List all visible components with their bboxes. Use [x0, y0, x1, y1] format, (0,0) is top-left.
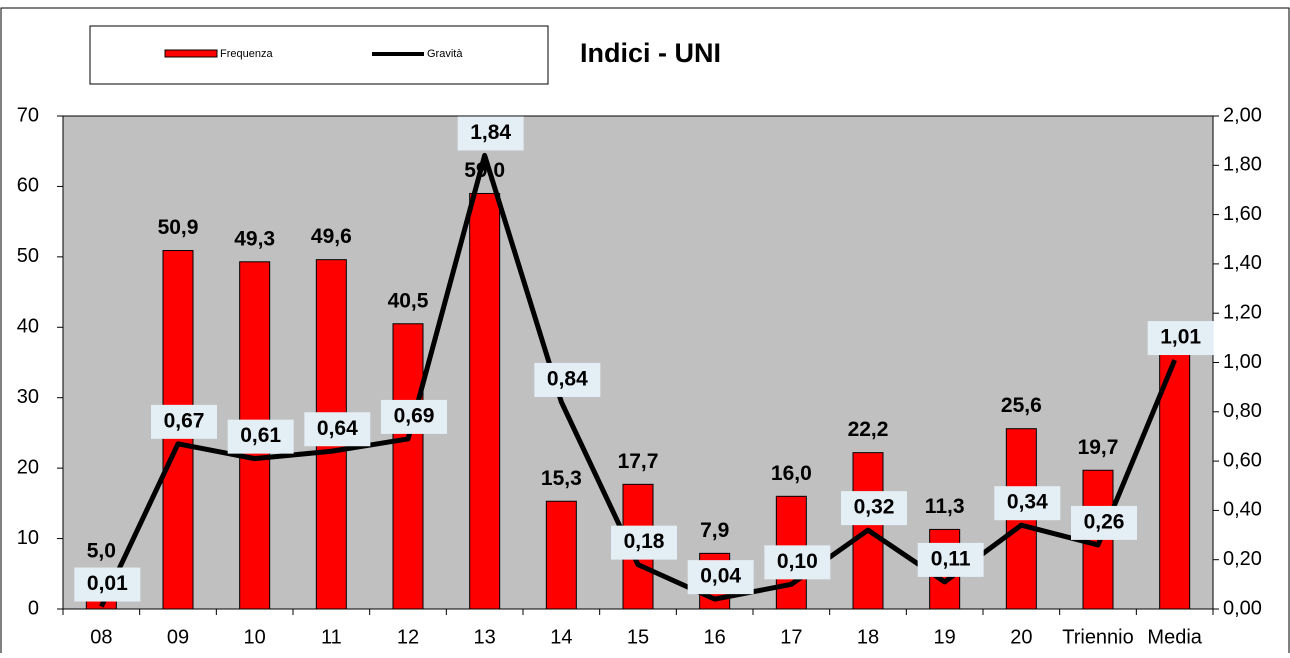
y2-tick-label: 1,20	[1223, 301, 1262, 323]
line-value-label: 0,10	[777, 550, 818, 573]
bar-value-label: 50,9	[158, 216, 199, 239]
line-label-bg	[917, 542, 984, 577]
legend-label: Gravità	[427, 48, 463, 60]
y2-tick-label: 0,60	[1223, 449, 1262, 471]
x-tick-label: 10	[244, 626, 266, 648]
line-value-label: 0,84	[547, 367, 588, 390]
line-label-bg	[151, 404, 217, 439]
line-label-bg	[74, 567, 141, 602]
y-tick-label: 0	[28, 597, 39, 619]
line-value-label: 1,84	[470, 121, 511, 144]
line-value-label: 0,34	[1007, 491, 1048, 514]
line-value-label: 0,11	[931, 547, 971, 570]
x-tick-label: Triennio	[1062, 626, 1134, 648]
y2-tick-label: 0,00	[1223, 597, 1262, 619]
line-label-bg	[381, 399, 447, 434]
line-value-label: 0,69	[394, 404, 435, 427]
bar-value-label: 40,5	[388, 289, 429, 312]
x-tick-label: 16	[704, 626, 726, 648]
x-tick-label: 09	[167, 626, 189, 648]
x-tick-label: 12	[397, 626, 419, 648]
x-tick-label: 19	[934, 626, 956, 648]
legend-swatch	[164, 49, 218, 58]
x-tick-label: 18	[857, 626, 879, 648]
bar	[545, 500, 577, 610]
y-tick-label: 40	[17, 316, 39, 338]
line	[99, 152, 1177, 608]
y2-tick-label: 1,80	[1223, 154, 1262, 176]
line-value-label: 0,01	[87, 572, 128, 595]
y-tick-label: 20	[17, 456, 39, 478]
chart-title: Indici - UNI	[580, 38, 721, 68]
bar	[469, 192, 501, 610]
line-value-label: 0,64	[317, 417, 358, 440]
line-label-bg	[227, 419, 294, 454]
line-value-label: 0,32	[854, 496, 895, 519]
y-tick-label: 10	[17, 527, 39, 549]
line-label-bg	[534, 362, 601, 397]
bar-value-label: 11,3	[925, 495, 965, 518]
bar-value-label: 19,7	[1078, 436, 1119, 459]
line-label-bg	[1147, 321, 1214, 356]
y2-tick-label: 1,60	[1223, 203, 1262, 225]
x-tick-label: 13	[474, 626, 496, 648]
y2-tick-label: 0,80	[1223, 400, 1262, 422]
legend-box	[89, 25, 549, 85]
line-label-bg	[1071, 505, 1137, 540]
line-label-bg	[304, 412, 371, 447]
line-value-label: 0,04	[700, 565, 741, 588]
x-tick-label: Media	[1147, 626, 1202, 648]
bar-value-label: 15,3	[541, 467, 582, 490]
line-value-label: 0,67	[164, 409, 205, 432]
line-value-label: 0,61	[240, 424, 281, 447]
bar-value-label: 22,2	[848, 418, 889, 441]
line-value-label: 0,18	[624, 530, 665, 553]
x-tick-label: 17	[780, 626, 802, 648]
bar-value-label: 17,7	[618, 450, 659, 473]
bar-value-label: 16,0	[771, 462, 812, 485]
y2-tick-label: 2,00	[1223, 104, 1262, 126]
bar-value-label: 7,9	[700, 519, 729, 542]
line-label-bg	[994, 486, 1061, 521]
y2-tick-label: 1,00	[1223, 351, 1262, 373]
x-tick-label: 14	[550, 626, 572, 648]
line-label-bg	[764, 545, 831, 580]
line-label-bg	[687, 560, 754, 595]
bar-value-label: 59,0	[464, 159, 505, 182]
legend-label: Frequenza	[220, 48, 273, 60]
y-tick-label: 70	[17, 104, 39, 126]
y2-tick-label: 1,40	[1223, 252, 1262, 274]
bar	[392, 323, 424, 610]
line-label-bg	[457, 116, 524, 151]
y-tick-label: 60	[17, 175, 39, 197]
y2-tick-label: 0,40	[1223, 499, 1262, 521]
line-label-bg	[841, 491, 907, 526]
bar-value-label: 5,0	[87, 539, 116, 562]
line-value-label: 1,01	[1160, 326, 1201, 349]
line-label-bg	[611, 525, 677, 560]
bar-value-label: 49,6	[311, 225, 352, 248]
x-tick-label: 15	[627, 626, 649, 648]
bar-value-label: 25,6	[1001, 394, 1042, 417]
x-tick-label: 08	[90, 626, 112, 648]
line-value-label: 0,26	[1084, 510, 1125, 533]
x-tick-label: 11	[321, 626, 342, 648]
bar-value-label: 49,3	[234, 227, 275, 250]
y-tick-label: 50	[17, 245, 39, 267]
y2-tick-label: 0,20	[1223, 548, 1262, 570]
y-tick-label: 30	[17, 386, 39, 408]
x-tick-label: 20	[1010, 626, 1032, 648]
